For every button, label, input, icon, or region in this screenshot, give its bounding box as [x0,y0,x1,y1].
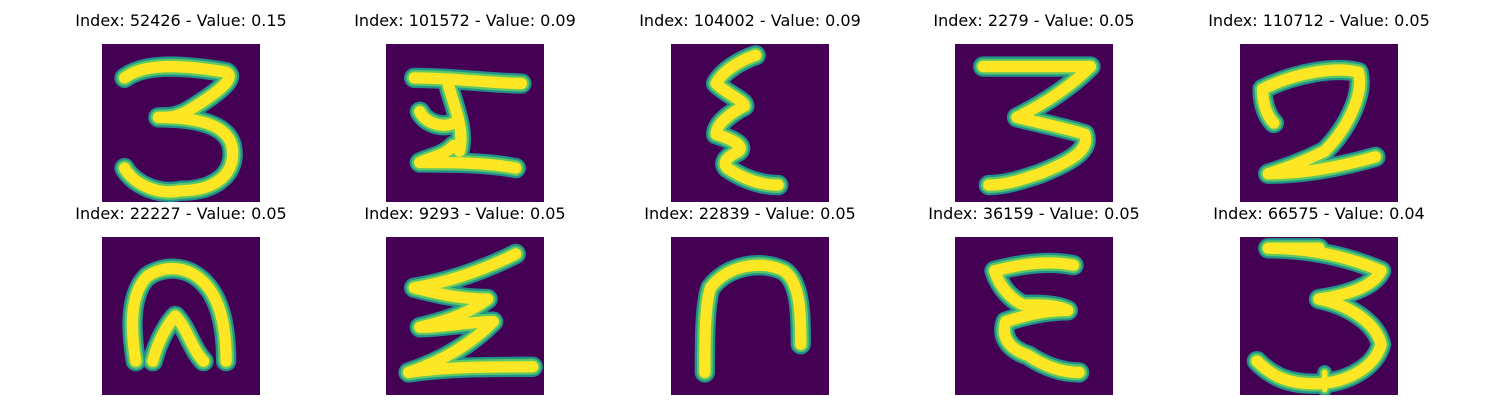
digit-image [1240,44,1398,202]
image-title: Index: 36159 - Value: 0.05 [928,204,1140,223]
digit-image [955,44,1113,202]
digit-image [102,44,260,202]
digit-image [102,237,260,395]
image-title: Index: 101572 - Value: 0.09 [354,11,576,30]
image-cell-6: Index: 22227 - Value: 0.05 [61,203,301,395]
image-title: Index: 104002 - Value: 0.09 [639,11,861,30]
digit-image [671,44,829,202]
image-cell-8: Index: 22839 - Value: 0.05 [630,203,870,395]
image-title: Index: 9293 - Value: 0.05 [364,204,566,223]
image-cell-10: Index: 66575 - Value: 0.04 [1199,203,1439,395]
digit-image [671,237,829,395]
image-title: Index: 52426 - Value: 0.15 [75,11,287,30]
image-title: Index: 22839 - Value: 0.05 [644,204,856,223]
image-title: Index: 22227 - Value: 0.05 [75,204,287,223]
image-title: Index: 2279 - Value: 0.05 [933,11,1135,30]
image-cell-2: Index: 101572 - Value: 0.09 [345,10,585,202]
digit-image [386,44,544,202]
digit-image [955,237,1113,395]
image-cell-7: Index: 9293 - Value: 0.05 [345,203,585,395]
image-cell-9: Index: 36159 - Value: 0.05 [914,203,1154,395]
digit-image [1240,237,1398,395]
image-cell-5: Index: 110712 - Value: 0.05 [1199,10,1439,202]
image-cell-4: Index: 2279 - Value: 0.05 [914,10,1154,202]
image-cell-3: Index: 104002 - Value: 0.09 [630,10,870,202]
image-title: Index: 66575 - Value: 0.04 [1213,204,1425,223]
image-title: Index: 110712 - Value: 0.05 [1208,11,1430,30]
digit-image [386,237,544,395]
image-cell-1: Index: 52426 - Value: 0.15 [61,10,301,202]
